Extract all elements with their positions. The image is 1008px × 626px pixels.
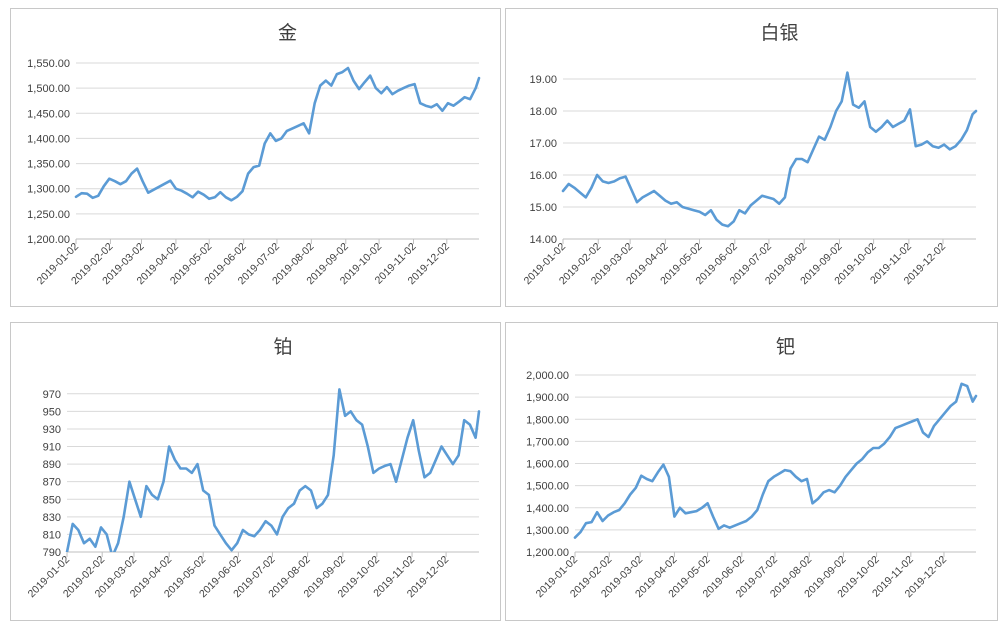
y-tick-label: 910: [43, 442, 61, 454]
y-tick-label: 15.00: [529, 202, 557, 214]
y-tick-label: 1,200.00: [27, 234, 70, 246]
y-tick-label: 19.00: [529, 74, 557, 86]
chart-title: 钯: [776, 336, 795, 358]
y-tick-label: 1,300.00: [526, 525, 569, 537]
y-tick-label: 1,500.00: [27, 83, 70, 95]
y-tick-label: 890: [43, 459, 61, 471]
y-tick-label: 1,200.00: [526, 547, 569, 559]
y-tick-label: 1,400.00: [27, 133, 70, 145]
chart-title: 铂: [273, 336, 292, 358]
y-tick-label: 790: [43, 547, 61, 559]
y-tick-label: 18.00: [529, 106, 557, 118]
y-tick-label: 850: [43, 494, 61, 506]
y-tick-label: 1,450.00: [27, 108, 70, 120]
y-tick-label: 1,400.00: [526, 503, 569, 515]
y-tick-label: 16.00: [529, 170, 557, 182]
chart-svg: 钯 1,200.00 1,300.00 1,400.00 1,500.00 1,600.0…: [526, 336, 978, 600]
y-tick-label: 1,500.00: [526, 481, 569, 493]
y-tick-label: 1,600.00: [526, 459, 569, 471]
chart-svg: 金 1,200.00 1,250.00 1,300.00 1,350.00 1,400.0…: [27, 22, 481, 287]
y-tick-label: 830: [43, 512, 61, 524]
y-tick-label: 17.00: [529, 138, 557, 150]
y-tick-label: 870: [43, 477, 61, 489]
y-tick-label: 970: [43, 389, 61, 401]
series-line: [74, 66, 481, 202]
chart-panel-silver: 白银 14.00 15.00 16.00 17.00 18.00 19.00 2019-01-…: [505, 8, 998, 307]
y-tick-label: 1,300.00: [27, 184, 70, 196]
series-line: [65, 388, 481, 552]
y-tick-label: 1,550.00: [27, 58, 70, 70]
y-tick-label: 2,000.00: [526, 370, 569, 382]
y-tick-label: 1,800.00: [526, 414, 569, 426]
chart-panel-palladium: 钯 1,200.00 1,300.00 1,400.00 1,500.00 1,600.0…: [505, 322, 998, 621]
chart-svg: 白银14.0015.0016.0017.0018.0019.002019-01-…: [522, 22, 978, 287]
series-line: [561, 71, 978, 228]
chart-svg: 铂7908108308508708909109309509702019-01-0…: [26, 336, 481, 600]
y-tick-label: 810: [43, 529, 61, 541]
y-tick-label: 14.00: [529, 234, 557, 246]
chart-title: 金: [278, 22, 297, 44]
y-tick-label: 1,250.00: [27, 209, 70, 221]
chart-panel-gold: 金 1,200.00 1,250.00 1,300.00 1,350.00 1,400.0…: [10, 8, 501, 307]
y-tick-label: 1,700.00: [526, 436, 569, 448]
y-tick-label: 930: [43, 424, 61, 436]
y-tick-label: 1,350.00: [27, 159, 70, 171]
series-line: [573, 382, 978, 539]
chart-title: 白银: [760, 22, 798, 44]
chart-panel-platinum: 铂 790 810 830 850 870 890 910 930 950 970 2019-01-0…: [10, 322, 501, 621]
y-tick-label: 1,900.00: [526, 392, 569, 404]
y-tick-label: 950: [43, 406, 61, 418]
